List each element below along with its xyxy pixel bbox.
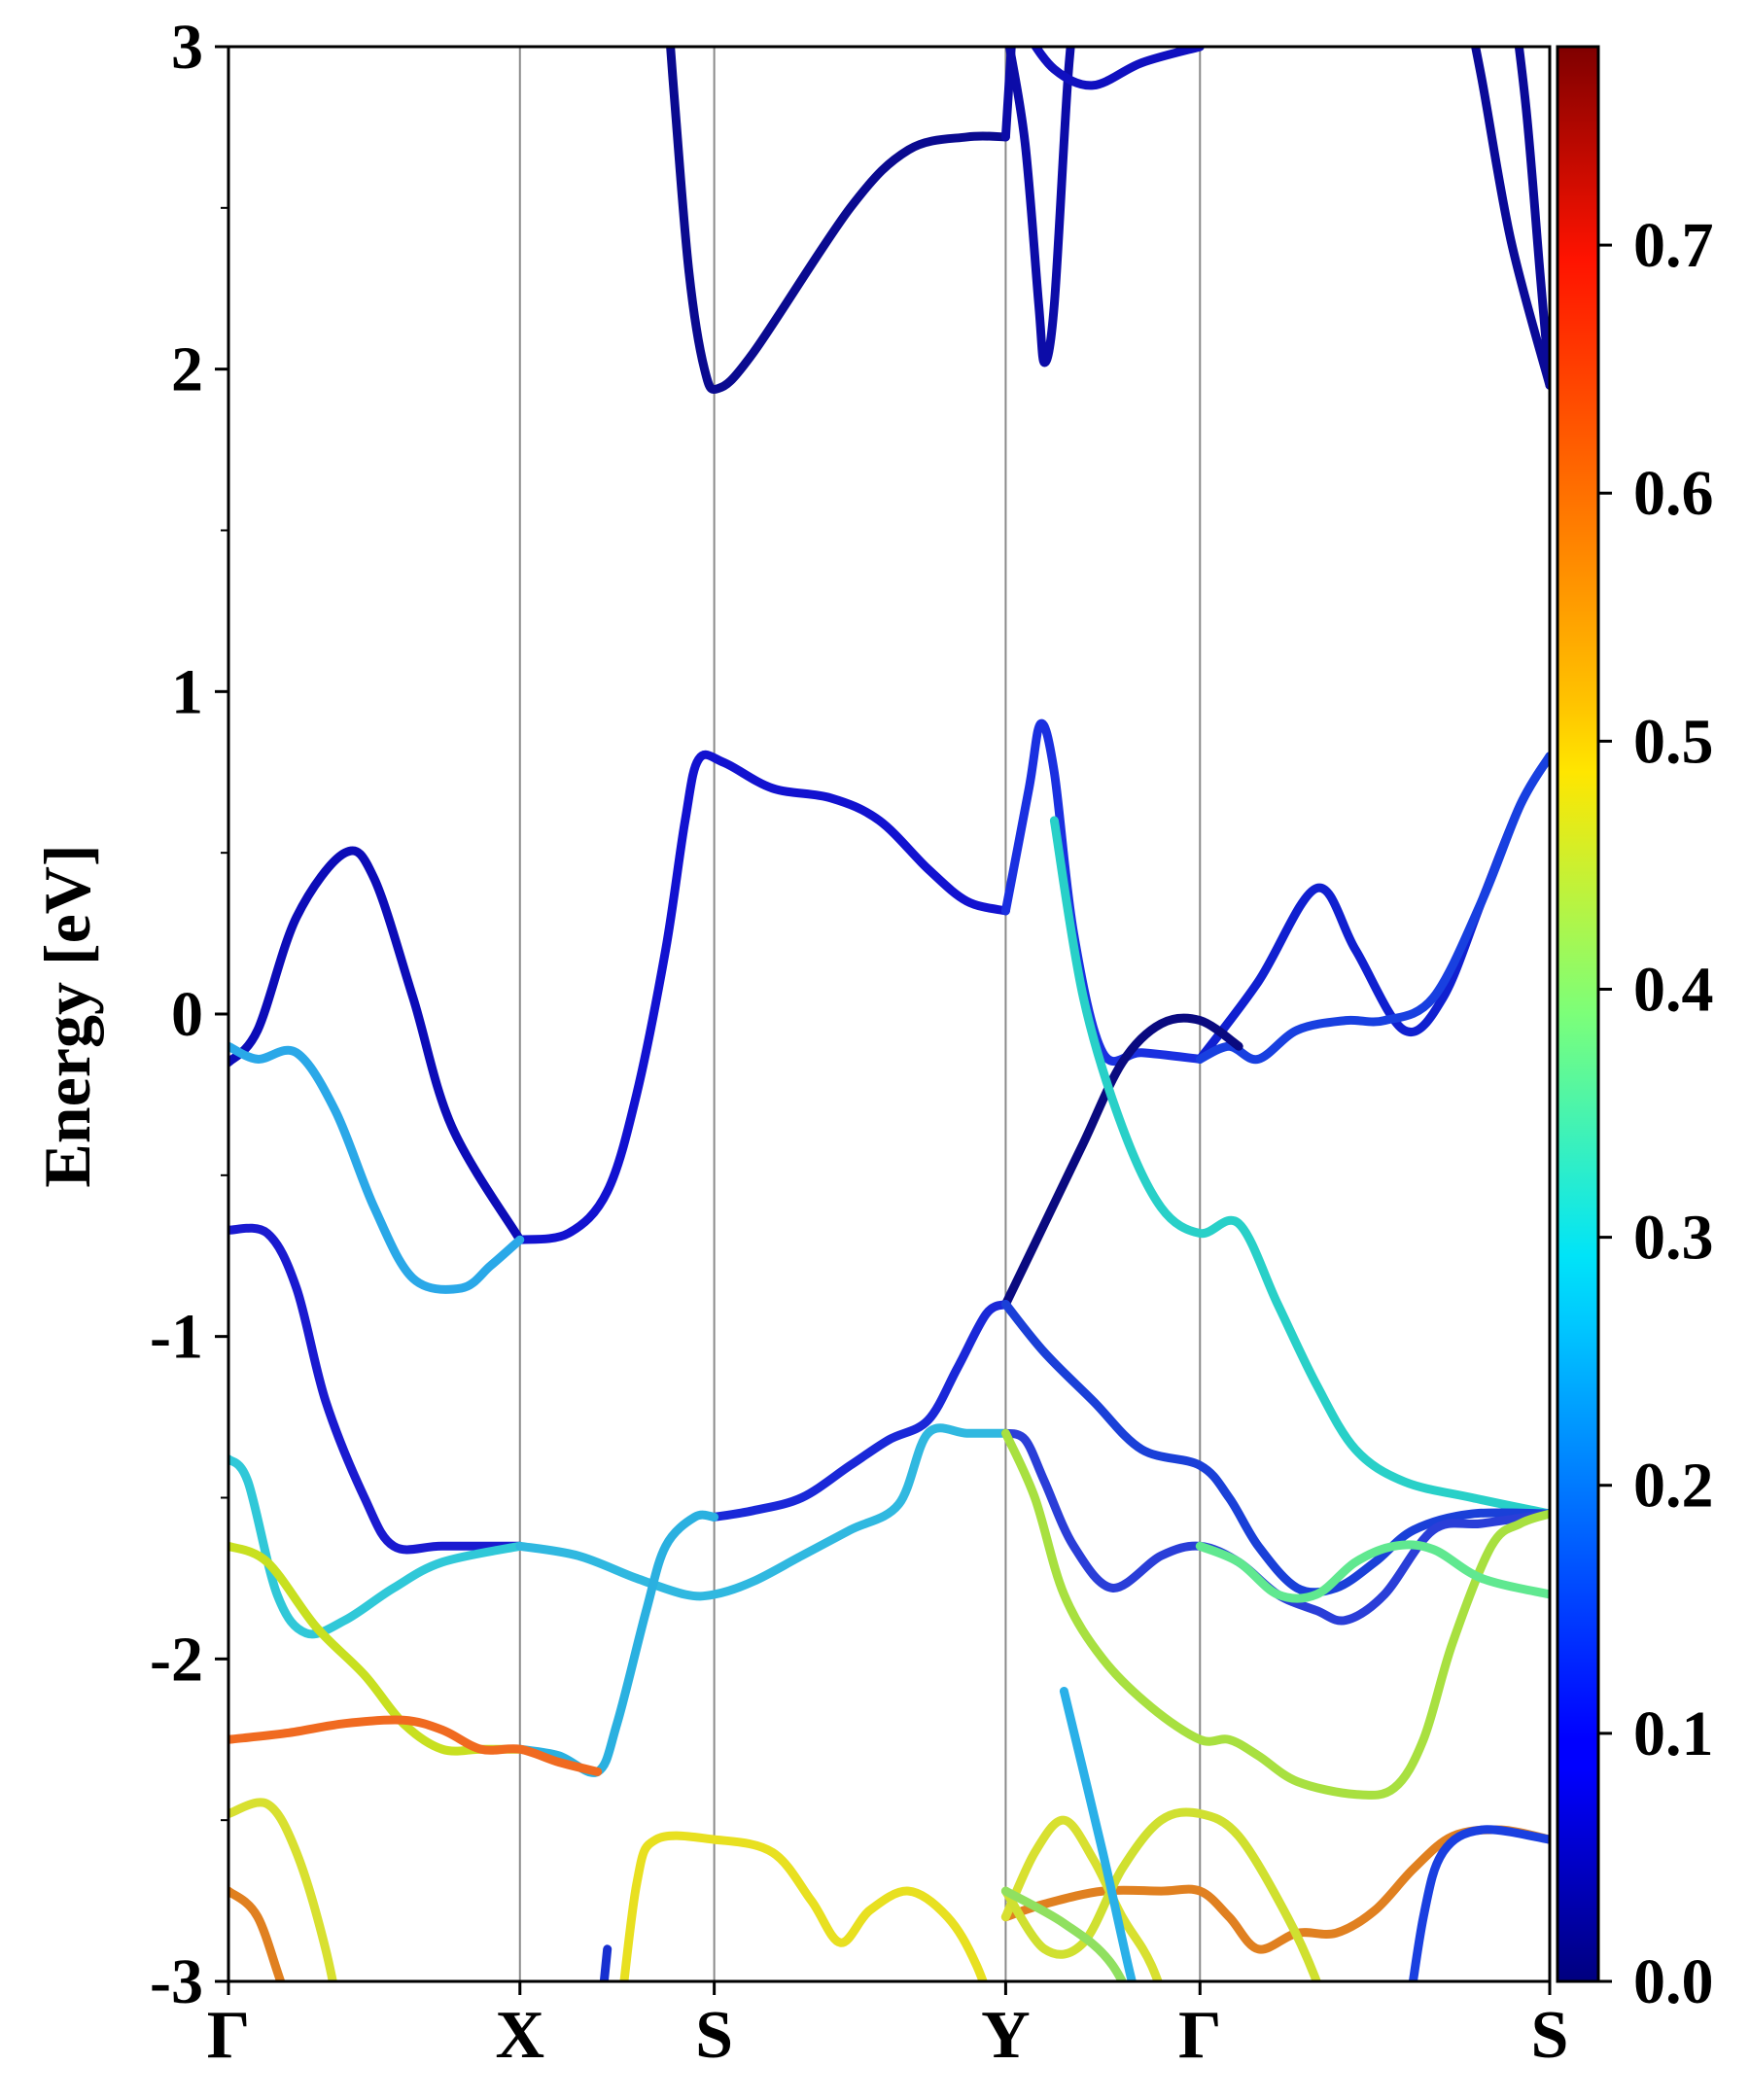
band-vb8-b xyxy=(599,1944,612,1981)
band-cond-5 xyxy=(1471,47,1550,390)
x-tick-label: Y xyxy=(981,1998,1031,2073)
band-vb2-a xyxy=(228,1041,525,1294)
y-tick-label: -2 xyxy=(150,1624,203,1695)
y-axis-ticks: 3 2 1 0 -1 -2 -3 xyxy=(150,12,228,2017)
y-tick-label: 0 xyxy=(171,979,203,1050)
band-vb3-a xyxy=(228,1223,525,1555)
colorbar-tick-label: 0.2 xyxy=(1633,1451,1714,1522)
band-vb3-c xyxy=(1000,1300,1550,1597)
band-vb4-b xyxy=(515,1423,1010,1601)
band-lines xyxy=(228,47,1550,1981)
band-vb5-b xyxy=(515,1510,719,1777)
band-vb8-c xyxy=(1059,1687,1137,1981)
x-tick-label: X xyxy=(495,1998,544,2073)
x-tick-label: S xyxy=(1531,1998,1569,2073)
colorbar-tick-label: 0.4 xyxy=(1633,954,1714,1025)
colorbar-tick-label: 0.0 xyxy=(1633,1946,1714,2017)
x-tick-label: Γ xyxy=(207,1998,251,2073)
band-vb1-b xyxy=(515,750,1010,1244)
colorbar-tick-label: 0.7 xyxy=(1633,210,1714,281)
band-vb1-d xyxy=(1195,752,1550,1064)
band-vb7-d xyxy=(1000,1815,1163,1981)
y-tick-label: 3 xyxy=(171,12,203,83)
colorbar-ticks: 0.0 0.1 0.2 0.3 0.4 0.5 0.6 0.7 xyxy=(1598,210,1714,2017)
y-tick-label: -1 xyxy=(150,1302,203,1373)
band-cond-1 xyxy=(666,47,1010,394)
band-cond-6 xyxy=(1514,47,1550,390)
band-vb7-e xyxy=(1000,1807,1321,1981)
colorbar-tick-label: 0.5 xyxy=(1633,706,1714,777)
band-vb7-g xyxy=(1408,1825,1550,1981)
band-vb8-a xyxy=(228,1886,286,1981)
band-vb3-b xyxy=(710,1300,1010,1522)
plot-frame xyxy=(227,45,1552,1983)
band-vb5-c xyxy=(1000,1428,1550,1800)
band-vb6-a xyxy=(228,1715,603,1776)
colorbar-tick-label: 0.3 xyxy=(1633,1203,1714,1274)
band-vb5-d xyxy=(1195,1540,1550,1603)
x-tick-label: Γ xyxy=(1178,1998,1222,2073)
band-cond-4 xyxy=(1030,47,1205,90)
band-vb7-f xyxy=(1000,1886,1128,1981)
band-vb7-b xyxy=(619,1831,988,1981)
band-vb1-a xyxy=(228,846,525,1244)
band-vb2-b xyxy=(1000,1013,1243,1309)
band-vb7-a xyxy=(228,1798,337,1981)
band-vb1-c xyxy=(1000,718,1205,1067)
y-tick-label: 2 xyxy=(171,334,203,405)
colorbar-tick-label: 0.1 xyxy=(1633,1698,1714,1769)
y-axis-label: Energy [eV] xyxy=(30,844,104,1187)
y-tick-label: 1 xyxy=(171,656,203,727)
colorbar-tick-label: 0.6 xyxy=(1633,458,1714,529)
band-vb1-e xyxy=(1195,752,1550,1065)
band-vb2-c xyxy=(1049,816,1550,1519)
colorbar-gradient xyxy=(1556,45,1600,1983)
y-tick-label: -3 xyxy=(150,1946,203,2017)
high-symmetry-lines xyxy=(518,47,1202,1981)
x-tick-label: S xyxy=(695,1998,733,2073)
